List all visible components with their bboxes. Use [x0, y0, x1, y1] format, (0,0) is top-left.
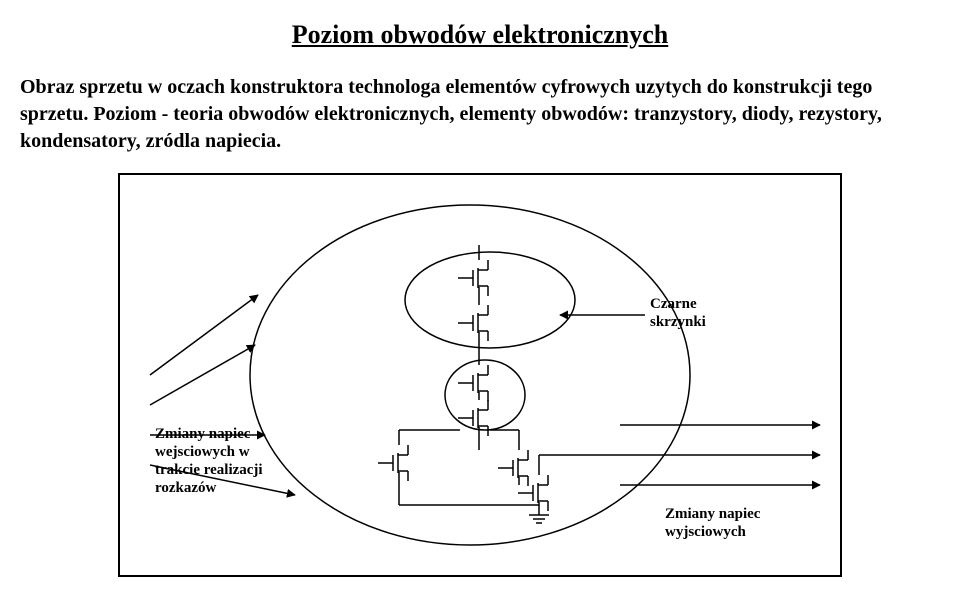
diagram-frame: Zmiany napiec wejsciowych w trakcie real… — [118, 173, 842, 577]
output-label: Zmiany napiec wyjsciowych — [665, 505, 815, 541]
intro-paragraph: Obraz sprzetu w oczach konstruktora tech… — [20, 74, 940, 155]
blackbox-label: Czarne skrzynki — [650, 295, 740, 331]
input-label: Zmiany napiec wejsciowych w trakcie real… — [155, 425, 295, 497]
page-title: Poziom obwodów elektronicznych — [20, 20, 940, 50]
